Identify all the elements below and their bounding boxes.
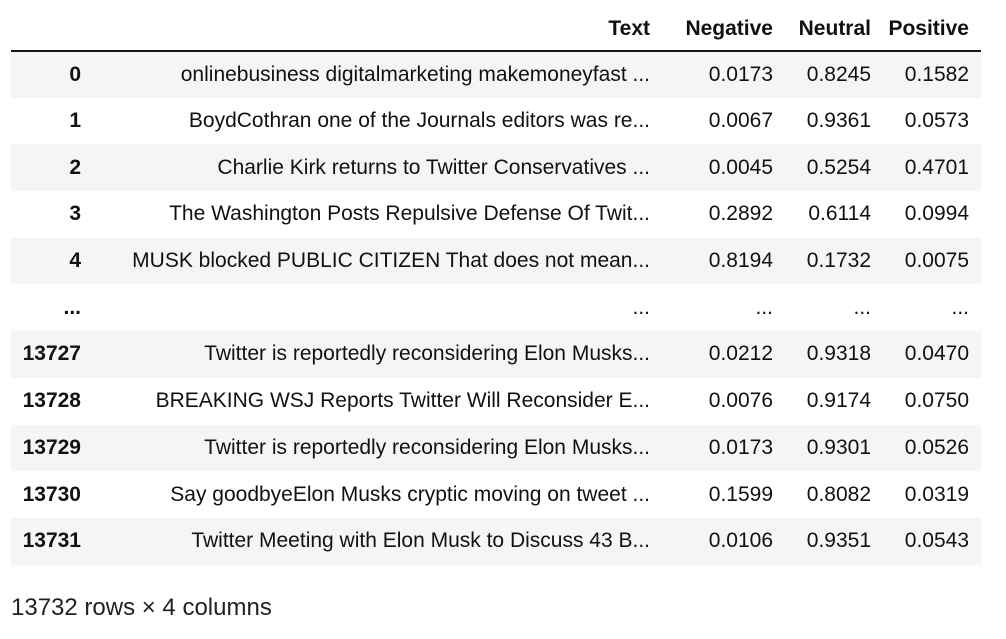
cell-neutral: 0.9318 bbox=[806, 342, 871, 366]
cell-neutral: 0.8245 bbox=[806, 62, 871, 86]
cell-positive: 0.0470 bbox=[904, 342, 969, 366]
table-row: 13728 BREAKING WSJ Reports Twitter Will … bbox=[11, 377, 981, 425]
table-row: 2 Charlie Kirk returns to Twitter Conser… bbox=[11, 144, 981, 192]
dataframe-shape-caption: 13732 rows × 4 columns bbox=[11, 594, 272, 621]
cell-neutral: 0.9174 bbox=[806, 389, 871, 413]
cell-negative: 0.8194 bbox=[708, 249, 773, 273]
cell-positive: 0.0319 bbox=[904, 482, 969, 506]
cell-negative: ... bbox=[755, 295, 773, 319]
cell-text: Twitter is reportedly reconsidering Elon… bbox=[204, 342, 650, 366]
cell-text: Charlie Kirk returns to Twitter Conserva… bbox=[217, 155, 650, 179]
table-row: 1 BoydCothran one of the Journals editor… bbox=[11, 97, 981, 145]
row-index: 13727 bbox=[22, 342, 81, 366]
cell-neutral: 0.5254 bbox=[806, 155, 871, 179]
cell-negative: 0.0173 bbox=[708, 62, 773, 86]
row-index: ... bbox=[63, 295, 81, 319]
cell-positive: ... bbox=[951, 295, 969, 319]
header-text: Text bbox=[93, 8, 662, 52]
row-index: 3 bbox=[69, 202, 81, 226]
header-positive: Positive bbox=[883, 8, 981, 52]
header-neutral: Neutral bbox=[785, 8, 883, 52]
dataframe-output: Text Negative Neutral Positive 0 onlineb… bbox=[11, 8, 981, 565]
cell-text: Twitter is reportedly reconsidering Elon… bbox=[204, 435, 650, 459]
row-index: 13729 bbox=[22, 435, 81, 459]
cell-text: MUSK blocked PUBLIC CITIZEN That does no… bbox=[132, 249, 650, 273]
cell-positive: 0.0750 bbox=[904, 389, 969, 413]
row-index: 13730 bbox=[22, 482, 81, 506]
cell-text: BREAKING WSJ Reports Twitter Will Recons… bbox=[155, 389, 650, 413]
header-row: Text Negative Neutral Positive bbox=[11, 8, 981, 52]
cell-text: ... bbox=[632, 295, 650, 319]
cell-positive: 0.0526 bbox=[904, 435, 969, 459]
cell-neutral: 0.8082 bbox=[806, 482, 871, 506]
cell-positive: 0.0573 bbox=[904, 109, 969, 133]
cell-neutral: 0.9361 bbox=[806, 109, 871, 133]
row-index: 2 bbox=[69, 155, 81, 179]
cell-neutral: 0.6114 bbox=[808, 202, 871, 226]
table-row: 4 MUSK blocked PUBLIC CITIZEN That does … bbox=[11, 237, 981, 285]
cell-positive: 0.4701 bbox=[904, 155, 969, 179]
table-row: 0 onlinebusiness digitalmarketing makemo… bbox=[11, 51, 981, 98]
row-index: 1 bbox=[69, 109, 81, 133]
cell-negative: 0.0106 bbox=[708, 529, 773, 553]
header-negative: Negative bbox=[662, 8, 785, 52]
cell-positive: 0.1582 bbox=[904, 62, 969, 86]
cell-text: BoydCothran one of the Journals editors … bbox=[188, 109, 650, 133]
table-row: 13731 Twitter Meeting with Elon Musk to … bbox=[11, 517, 981, 565]
cell-negative: 0.1599 bbox=[708, 482, 773, 506]
row-index: 4 bbox=[69, 249, 81, 273]
cell-positive: 0.0075 bbox=[904, 249, 969, 273]
cell-negative: 0.0212 bbox=[708, 342, 773, 366]
header-index bbox=[11, 8, 93, 52]
table-row: 13727 Twitter is reportedly reconsiderin… bbox=[11, 331, 981, 378]
cell-positive: 0.0543 bbox=[904, 529, 969, 553]
cell-neutral: 0.1732 bbox=[806, 249, 871, 273]
cell-neutral: 0.9351 bbox=[806, 529, 871, 553]
row-index: 0 bbox=[69, 62, 81, 86]
cell-text: onlinebusiness digitalmarketing makemone… bbox=[180, 62, 650, 86]
cell-positive: 0.0994 bbox=[904, 202, 969, 226]
cell-text: The Washington Posts Repulsive Defense O… bbox=[169, 202, 650, 226]
table-row: 3 The Washington Posts Repulsive Defense… bbox=[11, 191, 981, 238]
cell-neutral: 0.9301 bbox=[806, 435, 871, 459]
cell-negative: 0.2892 bbox=[708, 202, 773, 226]
table-row: 13729 Twitter is reportedly reconsiderin… bbox=[11, 424, 981, 472]
cell-negative: 0.0076 bbox=[708, 389, 773, 413]
cell-text: Twitter Meeting with Elon Musk to Discus… bbox=[191, 529, 650, 553]
row-index: 13728 bbox=[22, 389, 81, 413]
cell-neutral: ... bbox=[853, 295, 871, 319]
cell-negative: 0.0173 bbox=[708, 435, 773, 459]
dataframe-table: Text Negative Neutral Positive 0 onlineb… bbox=[11, 8, 981, 565]
cell-text: Say goodbyeElon Musks cryptic moving on … bbox=[170, 482, 650, 506]
cell-negative: 0.0067 bbox=[708, 109, 773, 133]
table-row: 13730 Say goodbyeElon Musks cryptic movi… bbox=[11, 471, 981, 518]
row-index: 13731 bbox=[22, 529, 81, 553]
cell-negative: 0.0045 bbox=[708, 155, 773, 179]
ellipsis-row: ... ... ... ... ... bbox=[11, 284, 981, 332]
